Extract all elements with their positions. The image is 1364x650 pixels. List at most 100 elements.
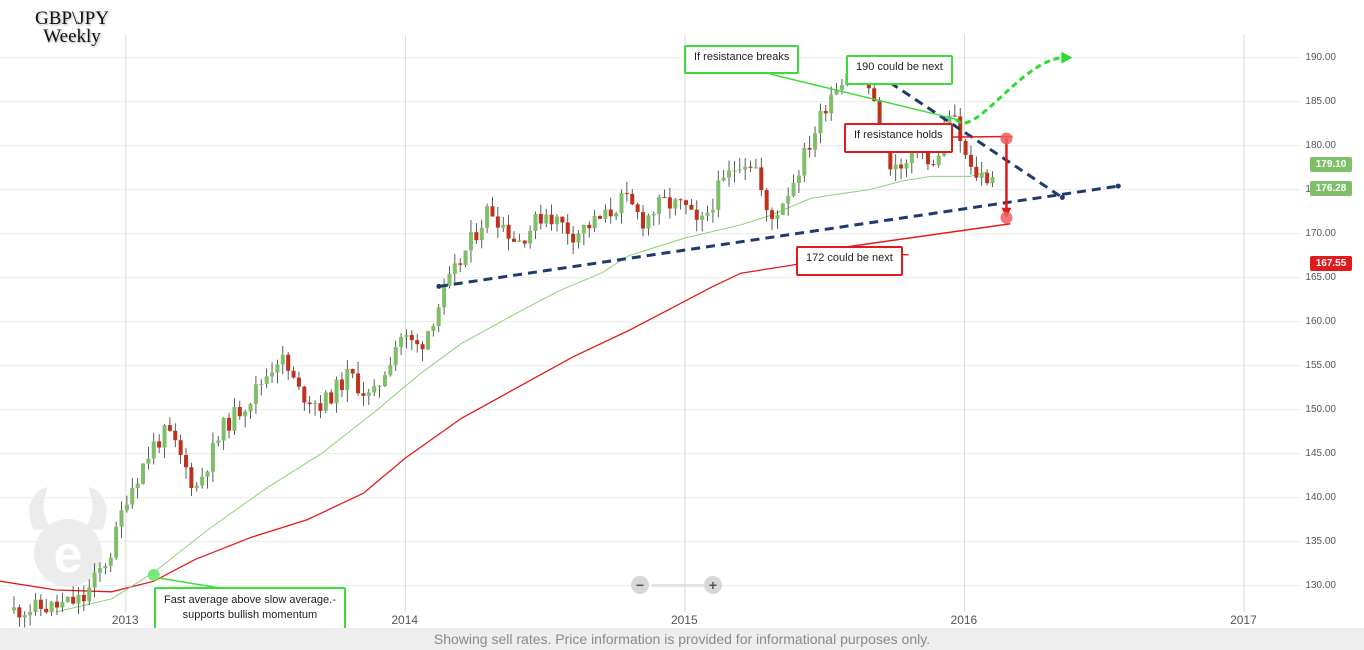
candle-body-21 bbox=[124, 504, 129, 511]
candle-body-108 bbox=[592, 216, 597, 229]
candle-body-98 bbox=[538, 213, 543, 224]
candle-body-26 bbox=[151, 441, 156, 459]
zoom-slider-track[interactable] bbox=[652, 584, 706, 587]
candle-body-9 bbox=[60, 601, 65, 608]
candle-body-88 bbox=[485, 206, 490, 228]
candle-body-131 bbox=[716, 180, 721, 210]
candle-body-181 bbox=[985, 172, 990, 184]
candle-body-86 bbox=[474, 232, 479, 241]
trendline-endpoint-2 bbox=[436, 283, 442, 289]
y-tick-label: 190.00 bbox=[1305, 51, 1336, 63]
candle-body-22 bbox=[130, 488, 135, 505]
candle-body-13 bbox=[81, 594, 86, 602]
candle-body-90 bbox=[495, 216, 500, 228]
candle-body-52 bbox=[291, 370, 296, 378]
zoom-in-button[interactable]: + bbox=[704, 576, 722, 594]
candle-body-149 bbox=[813, 133, 818, 150]
candle-body-125 bbox=[684, 200, 689, 205]
candle-body-117 bbox=[641, 212, 646, 229]
candle-body-133 bbox=[727, 170, 732, 178]
candle-body-122 bbox=[667, 197, 672, 209]
candle-body-140 bbox=[764, 190, 769, 211]
zoom-out-button[interactable]: − bbox=[631, 576, 649, 594]
candlestick-series bbox=[11, 58, 995, 628]
support-trendline bbox=[438, 184, 1119, 288]
y-tick-label: 170.00 bbox=[1305, 227, 1336, 239]
y-tick-label: 135.00 bbox=[1305, 535, 1336, 547]
candle-body-56 bbox=[313, 403, 318, 405]
annotation-fast-average: Fast average above slow average.- suppor… bbox=[154, 587, 346, 631]
candle-body-51 bbox=[286, 354, 291, 371]
candle-body-136 bbox=[743, 166, 748, 170]
candle-body-151 bbox=[823, 110, 828, 114]
x-tick-label: 2015 bbox=[670, 613, 698, 627]
candle-body-60 bbox=[334, 379, 339, 404]
candle-body-128 bbox=[700, 215, 705, 220]
candle-body-126 bbox=[689, 204, 694, 210]
bullish-scenario-path bbox=[954, 56, 1063, 125]
candle-body-102 bbox=[560, 216, 565, 223]
candle-body-2 bbox=[22, 615, 27, 618]
candle-body-76 bbox=[420, 344, 425, 350]
candle-body-89 bbox=[490, 206, 495, 217]
candle-body-32 bbox=[184, 455, 189, 468]
price-badge-close: 179.10 bbox=[1310, 157, 1352, 172]
candle-body-79 bbox=[436, 307, 441, 327]
annotation-172-next: 172 could be next bbox=[796, 246, 903, 276]
candle-body-25 bbox=[146, 458, 151, 464]
candle-body-14 bbox=[87, 587, 92, 602]
candle-body-67 bbox=[372, 386, 377, 393]
candle-body-91 bbox=[501, 224, 506, 228]
price-badge-fast-average: 176.28 bbox=[1310, 181, 1352, 196]
resistance-breaks-connector bbox=[769, 73, 957, 120]
candle-body-40 bbox=[227, 417, 232, 431]
candle-body-49 bbox=[275, 364, 280, 373]
candle-body-31 bbox=[178, 440, 183, 456]
candle-body-111 bbox=[608, 209, 613, 217]
candle-body-57 bbox=[318, 403, 323, 411]
candle-body-64 bbox=[356, 373, 361, 394]
candle-body-153 bbox=[834, 89, 839, 95]
candle-body-112 bbox=[614, 213, 619, 217]
candle-body-94 bbox=[517, 240, 522, 242]
candle-body-81 bbox=[447, 273, 452, 286]
candle-body-103 bbox=[565, 222, 570, 234]
candle-body-62 bbox=[345, 368, 350, 391]
candle-body-82 bbox=[452, 263, 457, 274]
logo-watermark-letter: e bbox=[54, 526, 83, 584]
annotation-190-next: 190 could be next bbox=[846, 55, 953, 85]
candle-body-138 bbox=[753, 167, 758, 169]
candle-body-175 bbox=[952, 115, 957, 117]
candle-body-23 bbox=[135, 483, 140, 489]
candle-body-130 bbox=[710, 209, 715, 213]
annotation-fast-average-line2: supports bullish momentum bbox=[182, 609, 318, 621]
candle-body-16 bbox=[98, 568, 102, 573]
candle-body-129 bbox=[705, 212, 710, 216]
candle-body-47 bbox=[264, 376, 269, 385]
candle-body-107 bbox=[587, 224, 592, 229]
candle-body-8 bbox=[54, 601, 59, 608]
x-tick-label: 2017 bbox=[1230, 613, 1257, 627]
chart-title-pair: GBP\JPY bbox=[35, 8, 109, 29]
chart-grid bbox=[0, 35, 1300, 612]
candle-body-124 bbox=[678, 199, 683, 201]
candle-body-71 bbox=[393, 347, 398, 365]
annotation-fast-average-line1: Fast average above slow average.- bbox=[164, 594, 336, 606]
markers bbox=[147, 132, 1013, 582]
candle-body-110 bbox=[603, 209, 608, 219]
candle-body-99 bbox=[544, 214, 549, 224]
candle-body-19 bbox=[114, 526, 119, 558]
candle-body-1 bbox=[17, 607, 22, 618]
slow-average-line bbox=[0, 254, 909, 593]
price-badge-slow-average: 167.55 bbox=[1310, 256, 1352, 271]
candle-body-141 bbox=[770, 210, 775, 219]
candle-body-80 bbox=[442, 285, 447, 308]
candle-body-178 bbox=[968, 154, 973, 167]
logo-watermark-horn-right bbox=[84, 487, 107, 530]
candle-body-48 bbox=[270, 372, 275, 377]
candle-body-170 bbox=[925, 145, 930, 165]
candle-body-115 bbox=[630, 193, 635, 205]
x-tick-label: 2014 bbox=[391, 613, 419, 627]
y-tick-label: 185.00 bbox=[1305, 95, 1336, 107]
candle-body-39 bbox=[221, 417, 226, 441]
